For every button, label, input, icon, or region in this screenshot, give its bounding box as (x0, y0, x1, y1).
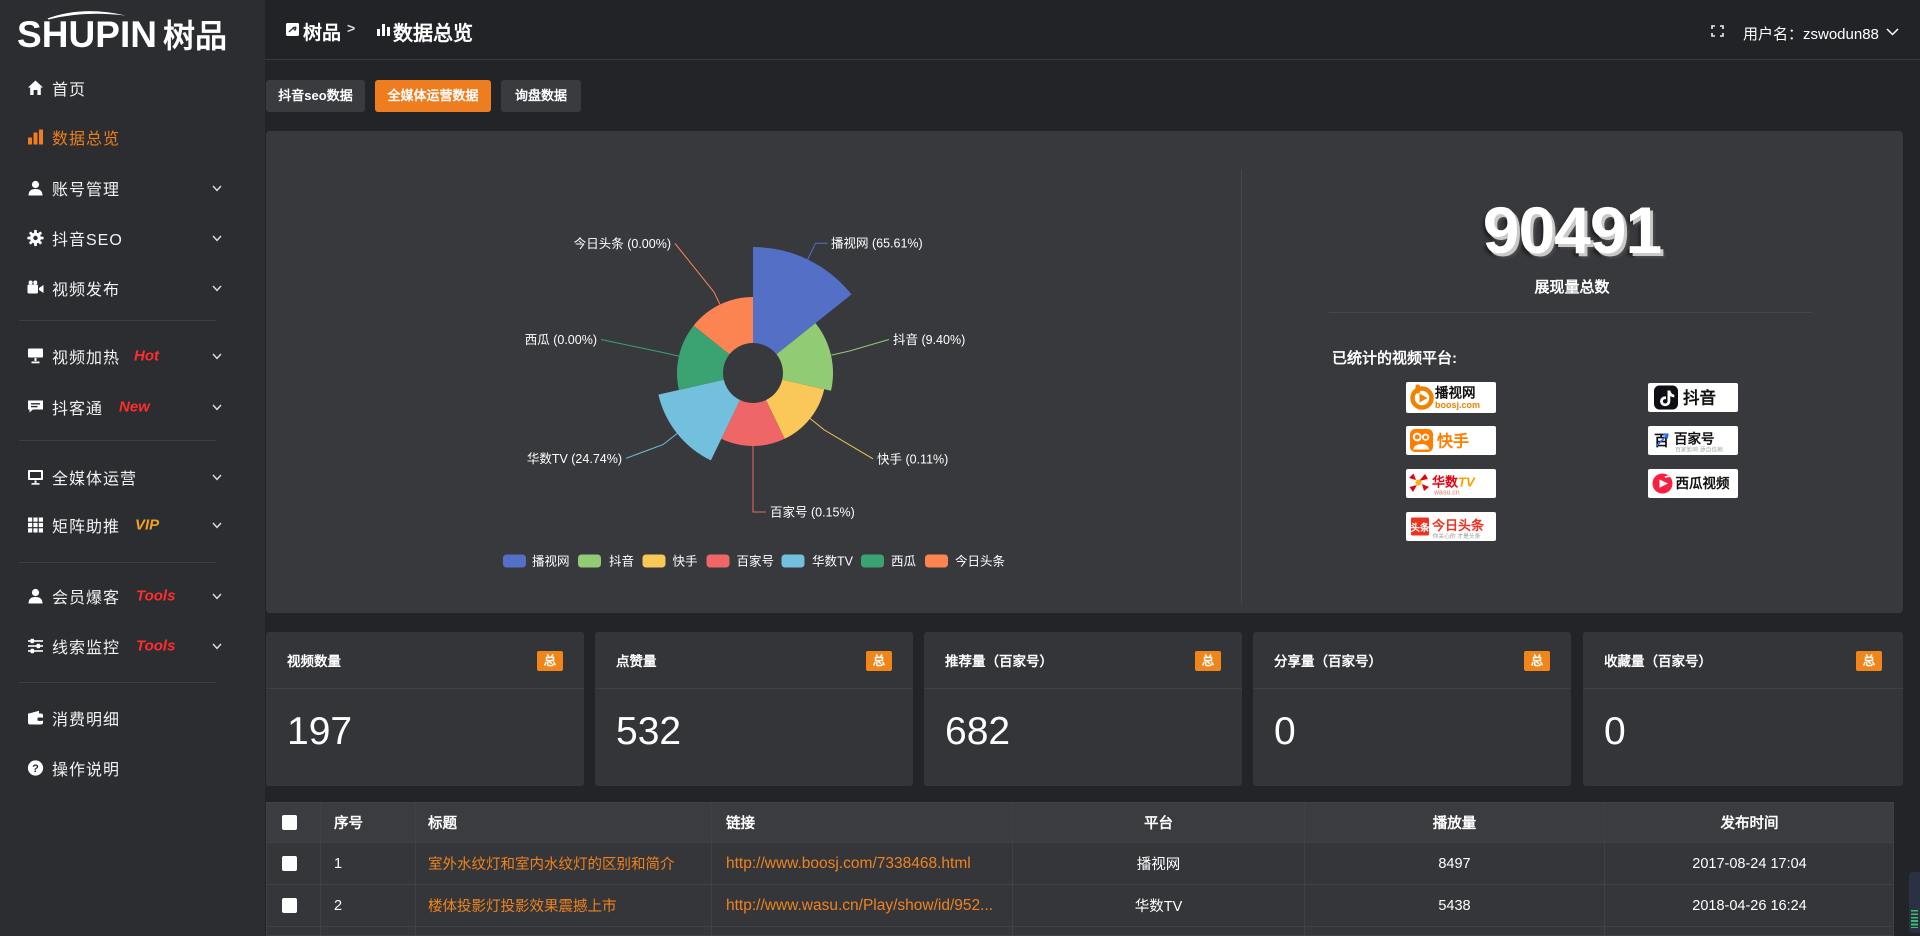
svg-text:抖音: 抖音 (1683, 388, 1716, 408)
svg-text:快手 (0.11%): 快手 (0.11%) (877, 452, 948, 466)
svg-text:wasu.cn: wasu.cn (1433, 490, 1460, 497)
svg-text:西瓜: 西瓜 (891, 555, 917, 569)
svg-text:?: ? (32, 763, 39, 775)
svg-text:树品: 树品 (163, 18, 227, 54)
svg-text:播视网 (65.61%): 播视网 (65.61%) (831, 236, 923, 251)
svg-text:快手: 快手 (1437, 432, 1469, 451)
svg-text:华数TV (24.74%): 华数TV (24.74%) (527, 451, 622, 466)
svg-text:抖音: 抖音 (609, 554, 634, 569)
svg-text:百家号 (0.15%): 百家号 (0.15%) (770, 505, 855, 520)
svg-text:boosj.com: boosj.com (1435, 400, 1480, 410)
svg-text:今日头条: 今日头条 (955, 554, 1006, 569)
svg-text:西瓜 (0.00%): 西瓜 (0.00%) (525, 333, 597, 347)
svg-text:播视网: 播视网 (1435, 385, 1476, 401)
svg-text:百家号: 百家号 (1674, 431, 1715, 447)
svg-text:华数TV: 华数TV (812, 554, 854, 569)
svg-text:今日头条 (0.00%): 今日头条 (0.00%) (574, 236, 671, 251)
svg-text:快手: 快手 (673, 555, 698, 569)
svg-text:SHUPIN: SHUPIN (17, 14, 157, 55)
svg-text:头条: 头条 (1410, 522, 1430, 534)
svg-text:华数TV: 华数TV (1432, 475, 1476, 490)
svg-text:播视网: 播视网 (532, 554, 570, 569)
svg-text:你关心的 才是头条: 你关心的 才是头条 (1433, 532, 1481, 540)
svg-text:抖音 (9.40%): 抖音 (9.40%) (893, 332, 965, 347)
svg-text:百家影响 源自信赖: 百家影响 源自信赖 (1675, 446, 1723, 454)
svg-text:今日头条: 今日头条 (1431, 518, 1485, 533)
svg-text:西瓜视频: 西瓜视频 (1676, 475, 1730, 491)
svg-text:百家号: 百家号 (737, 554, 775, 569)
